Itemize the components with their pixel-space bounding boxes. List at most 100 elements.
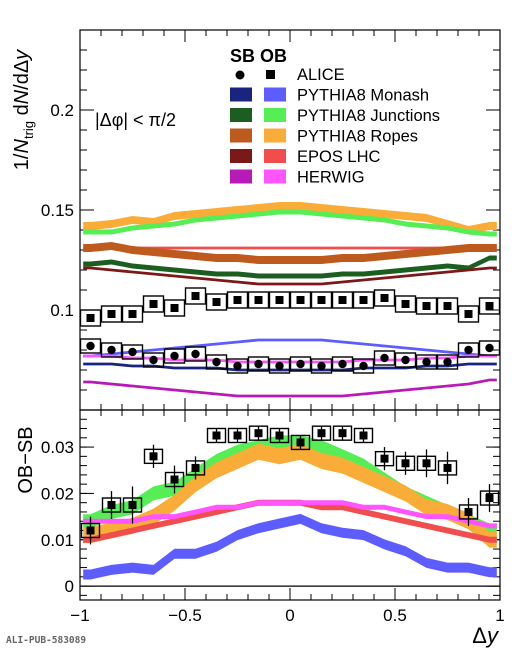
alice-diff-point [464,507,473,516]
alice-sb-point [149,355,158,365]
alice-ob-syst-box [415,297,438,315]
alice-diff-syst-box [416,455,437,471]
alice-diff-point [275,431,284,440]
alice-sb-syst-box [310,358,333,374]
bottom-epos-lhc-band [83,499,497,543]
ylabel-part1: 1/ [11,153,33,170]
alice-diff-point [443,463,452,472]
alice-ob-syst-box [247,291,270,309]
bottom-panel: 0 0.01 0.02 0.03 −1 −0.5 0 0.5 1 [41,409,505,625]
alice-sb-point [401,355,410,365]
alice-sb-syst-box [100,342,123,358]
legend-pythia8-ropes-ob-swatch [264,128,286,143]
alice-diff-point [338,429,347,438]
alice-ob-syst-box [478,297,501,315]
alice-sb-syst-box [457,342,480,358]
alice-ob-syst-box [163,299,186,317]
legend-label: PYTHIA8 Junctions [297,107,440,125]
alice-sb-point [254,359,263,369]
alice-sb-syst-box [415,354,438,370]
bottom-y-tick-label: 0.02 [41,484,74,503]
alice-ob-syst-box [457,305,480,323]
alice-sb-point [275,361,284,371]
x-tick-label: −1 [70,606,89,625]
alice-ob-point [359,296,368,304]
alice-sb-syst-box [289,356,312,372]
alice-diff-point [212,431,221,440]
alice-diff-point [128,501,137,509]
alice-ob-syst-box [394,295,417,313]
alice-diff-syst-box [80,522,101,539]
top-y-tick-label: 0.15 [41,201,74,220]
alice-ob-syst-box [352,291,375,309]
alice-sb-point [380,353,389,363]
alice-ob-point [380,294,389,302]
alice-diff-syst-box [269,427,290,444]
alice-sb-syst-box [247,356,270,372]
alice-ob-point [212,298,221,306]
alice-sb-syst-box [436,354,459,370]
alice-sb-point [338,359,347,369]
alice-ob-syst-box [79,309,102,327]
top-panel: 0.1 0.15 0.2 [41,29,501,411]
alice-sb-point [191,349,200,359]
alice-diff-point [296,438,305,447]
alice-diff-syst-box [353,427,374,444]
top-y-axis-label: 1/Ntrig dN/dΔy [11,49,36,170]
alice-diff-point [359,431,368,440]
legend-pythia8-monash-sb-swatch [230,87,252,102]
alice-diff-syst-box [374,450,395,467]
alice-ob-point [149,300,158,308]
footer-id: ALI-PUB-583089 [6,635,86,646]
alice-sb-syst-box [184,346,207,362]
alice-ob-syst-box [310,291,333,309]
legend-label: PYTHIA8 Monash [297,87,429,105]
alice-ob-point [128,310,137,318]
alice-ob-point [296,296,305,304]
alice-ob-syst-box [142,295,165,313]
alice-ob-syst-box [205,293,228,311]
alice-ob-point [233,296,242,304]
alice-diff-point [317,429,326,438]
top-pythia8-junctions-ob-band [83,209,497,237]
top-pythia8-monash-ob-band [83,338,497,358]
alice-diff-point [233,431,242,440]
legend-label: ALICE [297,66,345,84]
alice-ob-point [485,302,494,310]
top-epos-lhc-ob-band [83,246,497,252]
alice-ob-point [401,300,410,308]
legend-pythia8-junctions-sb-swatch [230,108,252,122]
alice-diff-point [380,454,389,463]
alice-ob-point [107,310,116,318]
alice-diff-point [86,526,95,535]
alice-sb-point [422,357,431,367]
legend-alice-sb-marker [235,70,245,80]
alice-ob-syst-box [373,289,396,307]
bottom-pythia8-monash-band [83,513,497,580]
bottom-herwig-band [83,500,497,529]
alice-ob-syst-box [268,291,291,309]
alice-sb-syst-box [268,358,291,374]
alice-diff-syst-box [290,434,311,451]
alice-ob-syst-box [331,291,354,309]
legend-epos-lhc-ob-swatch [264,149,286,163]
alice-ob-point [254,296,263,304]
alice-diff-syst-box [206,427,227,444]
top-epos-lhc-sb-band [83,266,497,286]
x-tick-label: −0.5 [168,606,202,625]
alice-sb-point [128,347,137,357]
alice-sb-syst-box [205,354,228,370]
alice-ob-point [443,302,452,310]
alice-diff-syst-box [143,448,164,465]
ylabel-sub: trig [21,121,36,139]
legend-epos-lhc-sb-swatch [230,149,252,163]
legend-alice-ob-marker [266,70,275,79]
alice-sb-point [107,345,116,355]
alice-ob-point [422,302,431,310]
alice-sb-point [443,357,452,367]
alice-diff-syst-box [332,425,353,441]
alice-ob-point [191,292,200,300]
alice-diff-point [107,501,116,509]
top-pythia8-monash-sb-band [83,362,497,372]
alice-sb-syst-box [79,338,102,354]
